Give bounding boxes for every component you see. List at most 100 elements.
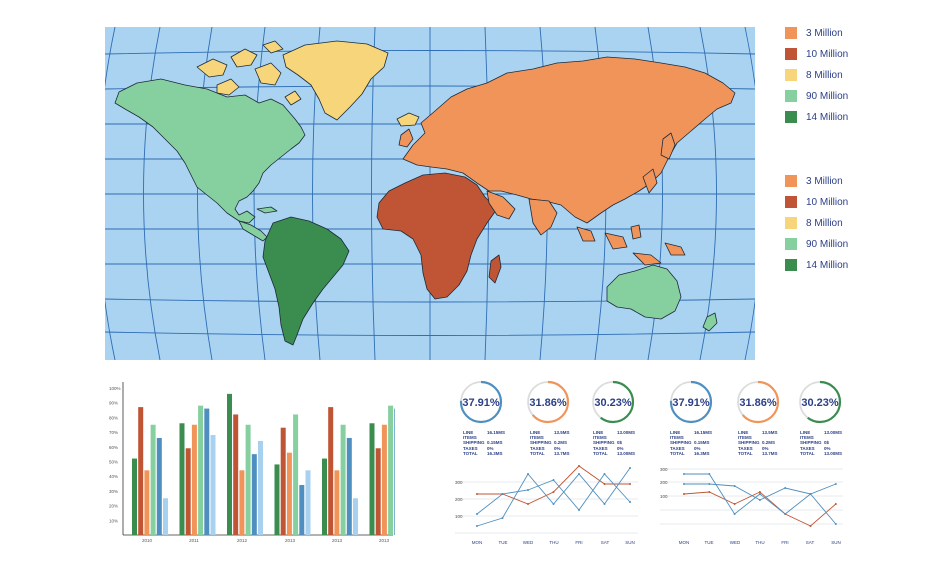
bar — [274, 464, 280, 535]
bar — [346, 437, 352, 535]
bar — [239, 470, 245, 535]
stats-block: LINE ITEMS 16.15MS SHIPPING 0.15MS TAXES 0%… — [670, 430, 712, 456]
bar — [233, 414, 239, 535]
stat-key: TAXES — [670, 445, 685, 451]
data-point — [552, 503, 555, 505]
bar — [340, 424, 346, 535]
data-point — [708, 483, 711, 485]
y-tick-label: 40% — [109, 474, 118, 479]
data-point — [629, 467, 631, 469]
legend-label: 3 Million — [806, 175, 843, 187]
x-tick-label: 2013 — [379, 538, 390, 543]
world-map — [97, 26, 763, 361]
legend-label: 10 Million — [806, 48, 849, 60]
y-tick-label: 300 — [455, 480, 463, 485]
data-point — [527, 503, 529, 505]
data-point — [476, 493, 478, 495]
data-point — [629, 501, 631, 503]
data-point — [578, 473, 580, 475]
bar — [328, 407, 334, 535]
data-point — [603, 473, 606, 475]
data-point — [784, 513, 787, 515]
legend-bottom: 3 Million 10 Million 8 Million 90 Millio… — [785, 175, 895, 277]
legend-item: 14 Million — [785, 259, 848, 271]
data-point — [603, 483, 606, 485]
data-point — [834, 483, 837, 485]
x-tick-label: 2011 — [189, 538, 199, 543]
gauge-value: 37.91% — [672, 397, 710, 409]
stats-block: LINE ITEMS 13.00MS SHIPPING 0$ TAXES 0% TOT… — [593, 430, 635, 456]
x-tick-label: WED — [730, 540, 741, 545]
x-tick-label: THU — [549, 540, 558, 545]
stat-key: SHIPPING — [738, 440, 760, 446]
x-tick-label: TUE — [705, 540, 714, 545]
y-tick-label: 100 — [455, 514, 463, 519]
legend-label: 90 Million — [806, 238, 849, 250]
legend-label: 10 Million — [806, 196, 849, 208]
stat-value: 16.15MS — [487, 430, 506, 435]
stat-key: TOTAL — [593, 450, 608, 456]
data-point — [758, 493, 761, 495]
data-point — [578, 465, 580, 467]
x-tick-label: SAT — [601, 540, 610, 545]
bar — [381, 424, 387, 535]
x-tick-label: SUN — [831, 540, 841, 545]
bar — [245, 424, 251, 535]
data-point — [708, 491, 711, 493]
bar — [280, 427, 286, 535]
legend-swatch — [785, 175, 797, 187]
data-point — [578, 509, 580, 511]
stat-value: 13.7MS — [554, 450, 570, 456]
data-point — [784, 487, 787, 489]
south-america-region — [262, 216, 350, 346]
x-tick-label: WED — [523, 540, 534, 545]
stat-key: LINE ITEMS — [670, 430, 684, 441]
stat-key: TOTAL — [800, 450, 815, 456]
data-point — [629, 483, 631, 485]
y-tick-label: 80% — [109, 415, 118, 420]
data-point — [501, 493, 504, 495]
data-point — [758, 499, 761, 501]
legend-item: 3 Million — [785, 27, 843, 39]
north-america-region — [114, 78, 306, 224]
greenland-region — [282, 40, 389, 121]
stats-block: LINE ITEMS 13.5MS SHIPPING 0.2MS TAXES 0% T… — [530, 430, 570, 456]
stat-key: SHIPPING — [670, 440, 692, 446]
stat-value: 16.3MS — [694, 450, 710, 456]
australia-region — [606, 264, 682, 320]
stats-block: LINE ITEMS 13.5MS SHIPPING 0.2MS TAXES 0% T… — [738, 430, 778, 456]
stat-value: 13.5MS — [762, 430, 778, 435]
legend-item: 14 Million — [785, 111, 848, 123]
data-point — [683, 493, 685, 495]
y-tick-label: 20% — [109, 504, 118, 509]
x-tick-label: 2013 — [285, 538, 296, 543]
stat-value: 0.15MS — [487, 440, 503, 446]
x-tick-label: TUE — [499, 540, 508, 545]
stat-key: LINE ITEMS — [738, 430, 752, 441]
bar-chart-svg: 100% 90% 80% 70% 60% 50% 40% 30% 20% 10%… — [109, 382, 406, 543]
x-tick-label: SAT — [806, 540, 815, 545]
stat-value: 13.00MS — [824, 450, 843, 456]
data-point — [733, 513, 736, 515]
legend-label: 8 Million — [806, 217, 843, 229]
iceland-region — [396, 112, 420, 127]
legend-swatch — [785, 27, 797, 39]
legend-swatch — [785, 196, 797, 208]
stat-key: SHIPPING — [463, 440, 485, 446]
y-tick-label: 90% — [109, 401, 118, 406]
stat-key: TAXES — [530, 445, 545, 451]
stat-key: TAXES — [593, 445, 608, 451]
new-zealand-region — [702, 312, 718, 332]
legend-item: 90 Million — [785, 90, 848, 102]
legend-swatch — [785, 111, 797, 123]
data-point — [733, 503, 736, 505]
bar — [132, 458, 137, 535]
gauges-row: 37.91% 31.86% 30.23% — [669, 380, 842, 424]
bar — [293, 414, 299, 535]
data-point — [501, 517, 504, 519]
stat-value: 0% — [617, 445, 624, 451]
arctic-islands-region — [196, 40, 302, 106]
y-tick-label: 200 — [455, 497, 463, 502]
bar — [394, 408, 400, 535]
y-tick-label: 10% — [109, 518, 118, 523]
